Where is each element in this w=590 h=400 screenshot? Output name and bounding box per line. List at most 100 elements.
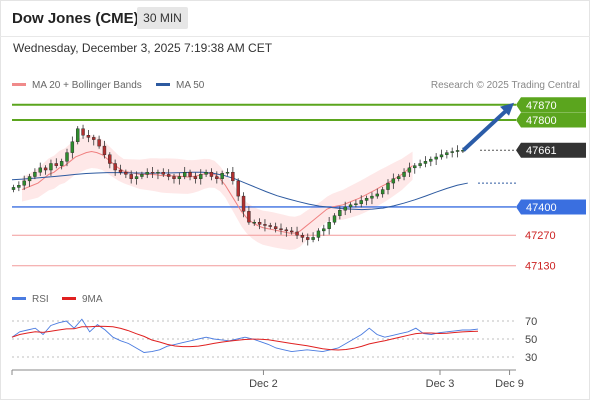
bollinger-band-area [22,135,413,250]
candle-body [134,176,139,179]
candle-body [455,150,460,152]
candle-body [439,154,444,158]
level-tag-bg-47800 [516,112,586,128]
credit-text: Research © 2025 Trading Central [430,80,580,91]
candle-body [397,176,401,179]
candle-body [43,167,48,171]
candle-body [97,139,101,147]
chart-datetime: Wednesday, December 3, 2025 7:19:38 AM C… [13,41,273,55]
candle-body [166,174,171,177]
rsi-level-label-30: 30 [525,352,537,364]
candle-body [188,171,192,177]
candle-body [311,237,315,240]
candle-body [92,137,96,140]
ma9-legend-label: 9MA [82,294,103,305]
candle-body [413,165,417,169]
rsi-swatch [12,297,26,300]
level-tag-bg-47661 [516,142,586,158]
candle-body [322,228,326,232]
forecast-arrow-shaft [462,109,508,152]
candle-body [386,182,390,190]
chart-header: Dow Jones (CME) 30 MIN [0,0,590,37]
price-levels [12,103,516,267]
candle-body [407,167,412,173]
candle-body [75,128,80,142]
candle-body [193,176,198,179]
candle-body [11,187,16,190]
candle-body [300,235,305,238]
x-tick-label: Dec 2 [249,378,278,390]
level-tag-47870: 47870 [526,100,557,112]
candle-body [354,203,358,206]
candle-body [332,215,337,223]
candle-body [295,231,299,236]
ma9-swatch [62,297,76,300]
candle-body [177,176,182,179]
candle-body [402,171,406,177]
ma50-label: MA 50 [176,80,205,91]
candle-body [231,171,235,182]
candle-body [59,161,64,166]
candle-body [215,176,219,179]
candle-body [108,154,112,164]
candle-body [38,167,42,173]
candle-body [220,173,224,179]
candle-body [429,158,433,162]
candle-body [118,169,123,173]
rsi-level-label-70: 70 [525,316,537,328]
ma20-swatch [12,82,26,86]
candle-body [225,171,230,174]
ma50-swatch [156,82,170,86]
candle-body [268,225,272,227]
legend-ma50: MA 50 [156,80,204,91]
candle-body [284,229,289,232]
level-tag-47130: 47130 [525,261,556,273]
candle-body [172,176,176,179]
timeframe-badge[interactable]: 30 MIN [137,7,188,29]
x-tick-label: Dec 9 [495,378,524,390]
candle-body [150,171,155,174]
candle-body [375,193,379,197]
forecast-arrow [462,102,514,152]
candle-body [364,198,369,201]
candle-body [129,174,133,179]
rsi-legend-label: RSI [32,294,49,305]
candle-body [445,152,449,155]
candle-body [273,226,278,229]
level-tag-47270: 47270 [525,230,556,242]
candle-body [306,237,310,240]
candle-body [241,195,246,212]
bollinger-band-fill [22,135,413,250]
forecast-arrow-head [500,102,514,116]
candle-body [145,171,149,175]
x-axis: Dec 2 Dec 3 Dec 9 [11,369,524,390]
candle-body [247,211,251,223]
rsi-panel: 70 50 30 [11,316,537,364]
candle-body [290,230,294,233]
candle-body [81,128,85,136]
candle-body [22,180,26,186]
rsi-line [11,318,479,353]
candle-body [418,163,422,166]
candle-body [140,174,144,177]
candle-body [343,206,347,211]
candle-body [161,171,166,175]
candle-body [27,176,32,182]
candle-body [338,210,342,216]
candle-body [450,151,454,153]
candle-body [257,222,262,225]
candle-body [236,180,240,197]
candle-body [54,163,58,166]
candle-body [316,230,321,238]
candle-body [279,228,283,231]
instrument-title: Dow Jones (CME) [12,10,139,27]
candle-body [209,171,214,177]
candle-body [348,204,353,208]
rsi-level-label-50: 50 [525,334,537,346]
candle-body [199,174,203,179]
candle-body [17,185,21,188]
level-tag-47800: 47800 [526,115,557,127]
candle-body [102,145,107,155]
candle-body [113,163,117,171]
